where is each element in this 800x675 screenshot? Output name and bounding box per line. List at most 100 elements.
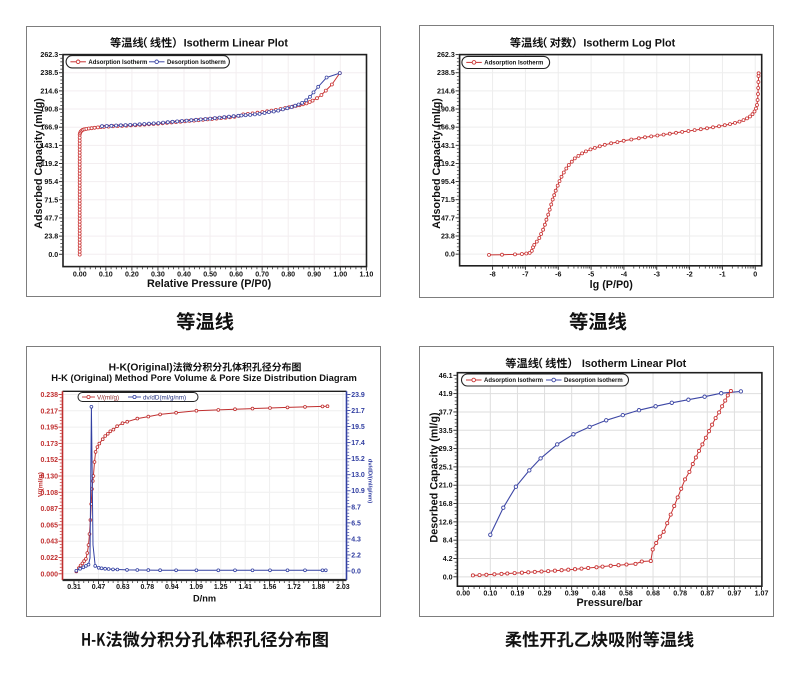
svg-text:V/(ml/g): V/(ml/g) (97, 394, 119, 401)
svg-text:16.8: 16.8 (439, 500, 453, 508)
svg-text:Isotherm Linear Plot: Isotherm Linear Plot (184, 38, 289, 50)
svg-text:-2: -2 (686, 270, 692, 278)
svg-text:143.1: 143.1 (437, 142, 455, 150)
svg-text:4.2: 4.2 (443, 555, 453, 563)
svg-text:71.5: 71.5 (441, 196, 455, 204)
svg-text:41.9: 41.9 (439, 390, 453, 398)
svg-text:0.97: 0.97 (727, 589, 741, 597)
svg-text:V/(ml/g): V/(ml/g) (38, 472, 45, 497)
svg-text:1.25: 1.25 (214, 584, 228, 591)
svg-text:0.043: 0.043 (40, 539, 58, 546)
svg-text:Adsorbed Capacity (ml/g): Adsorbed Capacity (ml/g) (431, 98, 443, 229)
svg-text:0.48: 0.48 (592, 589, 606, 597)
svg-text:Isotherm Log Plot: Isotherm Log Plot (583, 38, 675, 50)
svg-text:0: 0 (753, 270, 757, 278)
svg-text:166.9: 166.9 (40, 124, 58, 132)
svg-text:Relative Pressure (P/P0): Relative Pressure (P/P0) (147, 278, 272, 290)
svg-text:0.30: 0.30 (151, 270, 165, 278)
svg-text:1.10: 1.10 (359, 270, 373, 278)
svg-text:190.8: 190.8 (437, 106, 455, 114)
svg-text:0.065: 0.065 (40, 522, 58, 529)
svg-text:0.78: 0.78 (673, 589, 687, 597)
svg-text:Desorbed Capacity (ml/g): Desorbed Capacity (ml/g) (428, 412, 440, 543)
svg-text:Adsorption Isotherm: Adsorption Isotherm (484, 378, 543, 384)
svg-text:0.0: 0.0 (445, 251, 455, 259)
svg-text:dv/dD/(ml/g/nm): dv/dD/(ml/g/nm) (367, 459, 373, 504)
svg-text:1.72: 1.72 (287, 584, 301, 591)
svg-text:Adsorption Isotherm: Adsorption Isotherm (88, 60, 147, 66)
svg-text:0.20: 0.20 (125, 270, 139, 278)
svg-text:119.2: 119.2 (437, 160, 454, 168)
svg-text:1.07: 1.07 (755, 589, 769, 597)
svg-text:1.88: 1.88 (312, 584, 326, 591)
svg-text:0.217: 0.217 (40, 408, 58, 415)
svg-text:0.40: 0.40 (177, 270, 191, 278)
svg-text:29.3: 29.3 (439, 445, 453, 453)
svg-text:0.10: 0.10 (483, 589, 497, 597)
svg-text:0.195: 0.195 (40, 425, 58, 432)
svg-text:0.152: 0.152 (40, 457, 58, 464)
svg-text:143.1: 143.1 (40, 142, 58, 150)
svg-text:37.7: 37.7 (439, 408, 453, 416)
svg-text:71.5: 71.5 (44, 196, 58, 204)
svg-text:-6: -6 (555, 270, 561, 278)
svg-text:95.4: 95.4 (441, 178, 455, 186)
svg-text:0.90: 0.90 (307, 270, 321, 278)
svg-text:Isotherm Linear Plot: Isotherm Linear Plot (582, 358, 687, 370)
svg-text:10.9: 10.9 (351, 488, 365, 495)
svg-text:0.0: 0.0 (48, 251, 58, 259)
svg-text:0.022: 0.022 (40, 555, 58, 562)
svg-text:-1: -1 (719, 270, 725, 278)
svg-text:0.238: 0.238 (40, 392, 58, 399)
svg-text:0.50: 0.50 (203, 270, 217, 278)
svg-text:0.68: 0.68 (646, 589, 660, 597)
svg-text:Adsorption Isotherm: Adsorption Isotherm (484, 61, 543, 67)
svg-text:25.1: 25.1 (439, 463, 453, 471)
svg-text:1.00: 1.00 (333, 270, 347, 278)
svg-text:D/nm: D/nm (193, 594, 216, 604)
svg-text:6.5: 6.5 (351, 520, 361, 527)
svg-text:0.80: 0.80 (281, 270, 295, 278)
svg-text:0.47: 0.47 (92, 584, 106, 591)
svg-text:-8: -8 (489, 270, 495, 278)
svg-text:1.09: 1.09 (189, 584, 203, 591)
svg-text:23.8: 23.8 (44, 233, 58, 241)
svg-text:8.4: 8.4 (443, 537, 453, 545)
svg-text:-4: -4 (621, 270, 627, 278)
svg-text:dv/dD(ml/g/nm): dv/dD(ml/g/nm) (143, 394, 186, 401)
svg-text:0.87: 0.87 (700, 589, 714, 597)
svg-text:0.0: 0.0 (351, 569, 361, 576)
svg-text:262.3: 262.3 (40, 51, 58, 59)
svg-text:0.19: 0.19 (510, 589, 524, 597)
svg-text:H-K(Original): H-K(Original) (109, 363, 173, 374)
svg-text:0.130: 0.130 (40, 474, 58, 481)
svg-text:262.3: 262.3 (437, 51, 455, 59)
svg-text:0.39: 0.39 (565, 589, 579, 597)
svg-text:0.0: 0.0 (443, 573, 453, 581)
svg-text:0.108: 0.108 (40, 490, 58, 497)
svg-text:46.1: 46.1 (439, 372, 453, 380)
svg-text:0.00: 0.00 (456, 589, 470, 597)
svg-text:238.5: 238.5 (40, 69, 58, 77)
svg-text:0.10: 0.10 (99, 270, 113, 278)
svg-text:0.000: 0.000 (40, 571, 58, 578)
svg-text:-5: -5 (588, 270, 594, 278)
svg-text:-3: -3 (654, 270, 660, 278)
svg-text:0.58: 0.58 (619, 589, 633, 597)
svg-text:2.2: 2.2 (351, 553, 361, 560)
svg-text:23.9: 23.9 (351, 392, 365, 399)
svg-text:17.4: 17.4 (351, 440, 365, 447)
svg-text:4.3: 4.3 (351, 536, 361, 543)
svg-text:0.31: 0.31 (67, 584, 81, 591)
svg-text:166.9: 166.9 (437, 124, 455, 132)
svg-text:214.6: 214.6 (40, 87, 58, 95)
svg-text:Pressure/bar: Pressure/bar (576, 597, 643, 609)
svg-text:238.5: 238.5 (437, 69, 455, 77)
svg-text:0.087: 0.087 (40, 506, 58, 513)
svg-text:H-K (Original) Method Pore Vol: H-K (Original) Method Pore Volume & Pore… (51, 372, 357, 383)
svg-text:15.2: 15.2 (351, 456, 365, 463)
svg-text:Adsorbed Capacity (ml/g): Adsorbed Capacity (ml/g) (33, 98, 45, 229)
svg-text:13.0: 13.0 (351, 472, 365, 479)
svg-text:21.0: 21.0 (439, 482, 453, 490)
svg-text:0.173: 0.173 (40, 441, 58, 448)
